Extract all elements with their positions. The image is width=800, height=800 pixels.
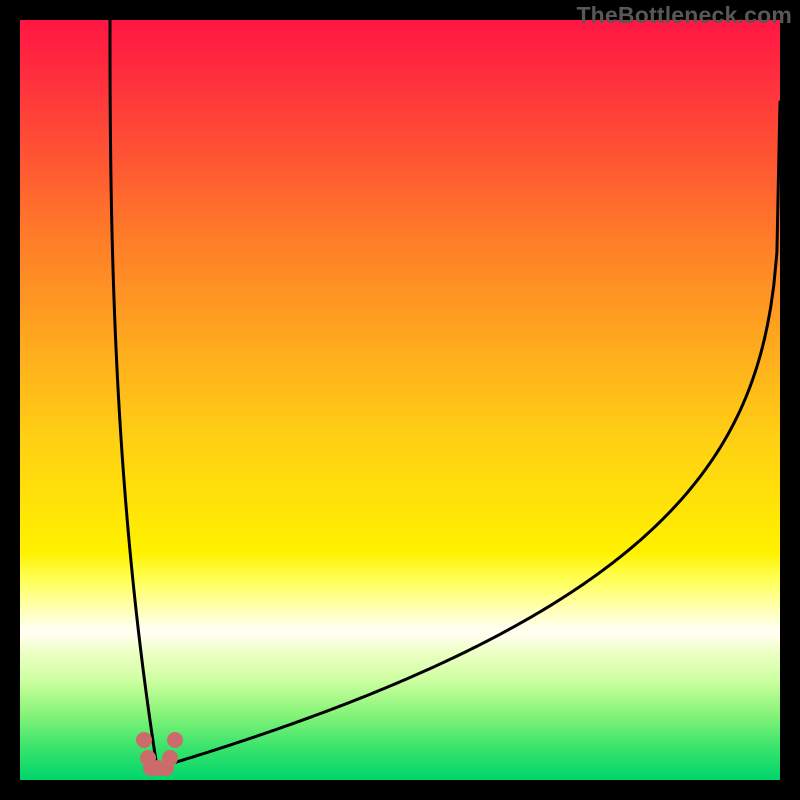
- marker-dot: [167, 732, 183, 748]
- curve-right: [160, 102, 780, 767]
- curve-left: [110, 20, 157, 767]
- bottleneck-curve-layer: [20, 20, 780, 780]
- marker-dot: [162, 750, 178, 766]
- marker-dot: [136, 732, 152, 748]
- chart-frame: TheBottleneck.com: [0, 0, 800, 800]
- marker-cluster: [136, 732, 183, 776]
- plot-area: [20, 20, 780, 780]
- watermark-text: TheBottleneck.com: [576, 2, 792, 29]
